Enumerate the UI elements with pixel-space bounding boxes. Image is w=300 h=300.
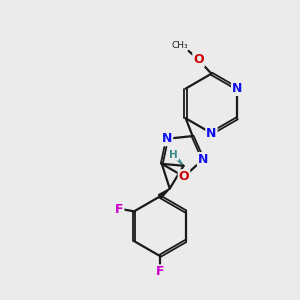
Text: O: O [193,53,204,66]
Text: N: N [162,132,172,145]
Text: H: H [169,150,178,160]
Polygon shape [172,154,184,166]
Polygon shape [158,189,170,198]
Text: F: F [156,265,164,278]
Text: CH₃: CH₃ [171,41,188,50]
Text: N: N [206,127,217,140]
Text: N: N [198,153,208,166]
Text: F: F [115,203,124,216]
Text: O: O [179,170,189,183]
Text: N: N [232,82,242,95]
